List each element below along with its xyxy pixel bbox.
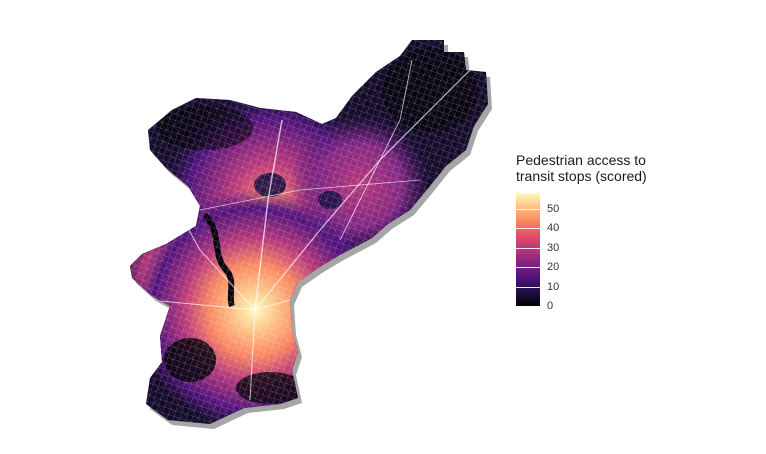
legend-tick-mark [516,208,540,210]
legend-tick-mark [516,306,540,307]
legend-tick-mark [516,247,540,249]
legend-colorbar-group: 50 40 30 20 10 0 [514,190,684,316]
legend-title: Pedestrian access to transit stops (scor… [516,152,684,184]
legend-tick-mark [516,267,540,269]
map-legend: Pedestrian access to transit stops (scor… [514,152,684,316]
legend-tick-label: 20 [547,261,560,274]
legend-title-line2: transit stops (scored) [516,168,647,184]
legend-colorbar [516,193,540,306]
legend-tick-label: 40 [547,222,560,235]
legend-tick-label: 30 [547,241,560,254]
legend-tick-label: 0 [547,300,554,312]
major-roads [149,59,471,401]
legend-title-line1: Pedestrian access to [516,152,646,168]
legend-tick-label: 50 [547,202,560,215]
legend-tick-mark [516,286,540,288]
legend-tick-mark [516,228,540,230]
legend-tick-label: 10 [547,280,560,293]
